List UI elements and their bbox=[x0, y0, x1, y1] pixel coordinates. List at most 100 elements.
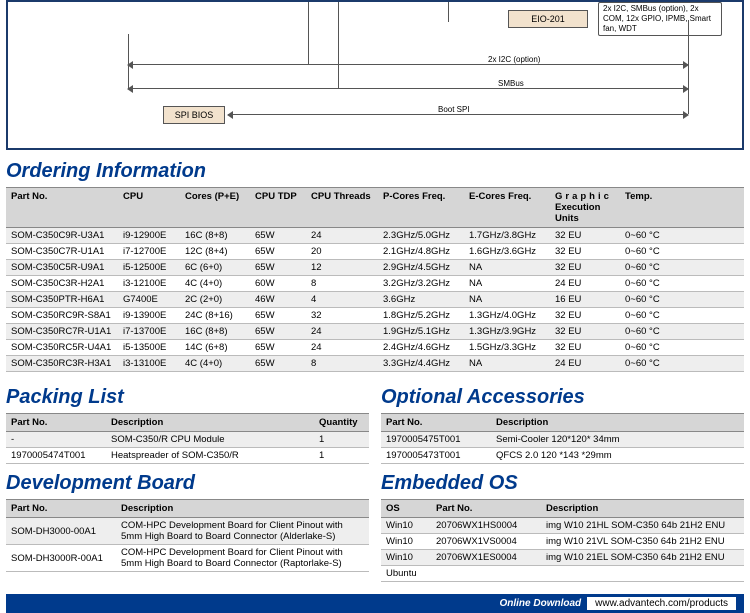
table-cell: G7400E bbox=[118, 292, 180, 308]
table-cell: SOM-C350C7R-U1A1 bbox=[6, 244, 118, 260]
table-cell bbox=[431, 566, 541, 582]
table-cell: NA bbox=[464, 356, 550, 372]
table-cell: i3-12100E bbox=[118, 276, 180, 292]
table-cell: SOM-C350RC9R-S8A1 bbox=[6, 308, 118, 324]
table-cell: 32 EU bbox=[550, 308, 620, 324]
table-cell: 1970005474T001 bbox=[6, 448, 106, 464]
table-row: 1970005474T001Heatspreader of SOM-C350/R… bbox=[6, 448, 369, 464]
riser-3 bbox=[448, 2, 449, 22]
table-cell: 2.4GHz/4.6GHz bbox=[378, 340, 464, 356]
table-cell: 20 bbox=[306, 244, 378, 260]
table-cell: 24 bbox=[306, 228, 378, 244]
col-ecore: E-Cores Freq. bbox=[464, 188, 550, 228]
footer-bar: Online Download www.advantech.com/produc… bbox=[6, 594, 744, 613]
table-row: SOM-C350RC9R-S8A1i9-13900E24C (8+16)65W3… bbox=[6, 308, 744, 324]
table-cell: 2.9GHz/4.5GHz bbox=[378, 260, 464, 276]
table-row: Win1020706WX1HS0004img W10 21HL SOM-C350… bbox=[381, 518, 744, 534]
table-cell: 1.5GHz/3.3GHz bbox=[464, 340, 550, 356]
table-cell: SOM-C350/R CPU Module bbox=[106, 432, 314, 448]
ordering-table: Part No. CPU Cores (P+E) CPU TDP CPU Thr… bbox=[6, 187, 744, 372]
table-row: Ubuntu bbox=[381, 566, 744, 582]
ordering-header-row: Part No. CPU Cores (P+E) CPU TDP CPU Thr… bbox=[6, 188, 744, 228]
table-cell: 0~60 °C bbox=[620, 228, 744, 244]
table-cell: SOM-DH3000R-00A1 bbox=[6, 545, 116, 572]
table-cell: 20706WX1ES0004 bbox=[431, 550, 541, 566]
table-cell: 24 bbox=[306, 324, 378, 340]
optional-heading: Optional Accessories bbox=[381, 386, 744, 409]
table-cell: 1.3GHz/4.0GHz bbox=[464, 308, 550, 324]
table-cell: 4 bbox=[306, 292, 378, 308]
devboard-table: Part No. Description SOM-DH3000-00A1COM-… bbox=[6, 499, 369, 572]
table-cell: SOM-C350PTR-H6A1 bbox=[6, 292, 118, 308]
table-cell: 65W bbox=[250, 324, 306, 340]
table-cell: i5-12500E bbox=[118, 260, 180, 276]
table-cell: 1.6GHz/3.6GHz bbox=[464, 244, 550, 260]
table-row: SOM-DH3000R-00A1COM-HPC Development Boar… bbox=[6, 545, 369, 572]
table-cell: 32 bbox=[306, 308, 378, 324]
note-box: 2x I2C, SMBus (option), 2x COM, 12x GPIO… bbox=[598, 2, 722, 36]
table-cell: 8 bbox=[306, 356, 378, 372]
packing-col-part: Part No. bbox=[6, 414, 106, 432]
table-cell: 0~60 °C bbox=[620, 308, 744, 324]
table-row: SOM-DH3000-00A1COM-HPC Development Board… bbox=[6, 518, 369, 545]
table-cell: NA bbox=[464, 276, 550, 292]
riser-4 bbox=[128, 34, 129, 88]
table-row: Win1020706WX1ES0004img W10 21EL SOM-C350… bbox=[381, 550, 744, 566]
table-row: -SOM-C350/R CPU Module1 bbox=[6, 432, 369, 448]
embedded-table: OS Part No. Description Win1020706WX1HS0… bbox=[381, 499, 744, 582]
table-cell: 1.7GHz/3.8GHz bbox=[464, 228, 550, 244]
table-cell: 4C (4+0) bbox=[180, 276, 250, 292]
ordering-heading: Ordering Information bbox=[6, 160, 744, 183]
table-cell: Win10 bbox=[381, 534, 431, 550]
col-temp: Temp. bbox=[620, 188, 744, 228]
table-cell: 65W bbox=[250, 244, 306, 260]
table-cell: 16 EU bbox=[550, 292, 620, 308]
riser-5 bbox=[688, 20, 689, 114]
table-cell: 0~60 °C bbox=[620, 292, 744, 308]
table-cell: 65W bbox=[250, 308, 306, 324]
embedded-col-desc: Description bbox=[541, 500, 744, 518]
table-cell: 1970005473T001 bbox=[381, 448, 491, 464]
table-cell: 1.3GHz/3.9GHz bbox=[464, 324, 550, 340]
table-row: SOM-C350C9R-U3A1i9-12900E16C (8+8)65W242… bbox=[6, 228, 744, 244]
table-cell: 24C (8+16) bbox=[180, 308, 250, 324]
optional-table: Part No. Description 1970005475T001Semi-… bbox=[381, 413, 744, 464]
table-cell: 0~60 °C bbox=[620, 244, 744, 260]
table-cell: 2.1GHz/4.8GHz bbox=[378, 244, 464, 260]
table-cell: SOM-C350RC5R-U4A1 bbox=[6, 340, 118, 356]
riser-1 bbox=[308, 2, 309, 64]
footer-url[interactable]: www.advantech.com/products bbox=[587, 597, 736, 610]
col-cores: Cores (P+E) bbox=[180, 188, 250, 228]
table-row: 1970005473T001QFCS 2.0 120 *143 *29mm bbox=[381, 448, 744, 464]
table-row: 1970005475T001Semi-Cooler 120*120* 34mm bbox=[381, 432, 744, 448]
table-cell: 6C (6+0) bbox=[180, 260, 250, 276]
table-cell: NA bbox=[464, 292, 550, 308]
bus-bootspi-line bbox=[228, 114, 688, 115]
table-cell: 32 EU bbox=[550, 228, 620, 244]
table-cell: 3.3GHz/4.4GHz bbox=[378, 356, 464, 372]
table-cell: - bbox=[6, 432, 106, 448]
table-row: SOM-C350RC3R-H3A1i3-13100E4C (4+0)65W83.… bbox=[6, 356, 744, 372]
table-cell: i7-13700E bbox=[118, 324, 180, 340]
table-cell: 65W bbox=[250, 260, 306, 276]
table-cell: SOM-C350C9R-U3A1 bbox=[6, 228, 118, 244]
packing-heading: Packing List bbox=[6, 386, 369, 409]
table-row: SOM-C350C7R-U1A1i7-12700E12C (8+4)65W202… bbox=[6, 244, 744, 260]
table-cell: 3.6GHz bbox=[378, 292, 464, 308]
col-cpu: CPU bbox=[118, 188, 180, 228]
table-cell: 12 bbox=[306, 260, 378, 276]
optional-col-part: Part No. bbox=[381, 414, 491, 432]
table-cell: 1 bbox=[314, 448, 369, 464]
table-cell: 0~60 °C bbox=[620, 340, 744, 356]
table-cell: 12C (8+4) bbox=[180, 244, 250, 260]
packing-col-desc: Description bbox=[106, 414, 314, 432]
col-gpu: GraphicExecution Units bbox=[550, 188, 620, 228]
footer-label: Online Download bbox=[499, 598, 581, 609]
table-cell: 1.8GHz/5.2GHz bbox=[378, 308, 464, 324]
table-cell: 60W bbox=[250, 276, 306, 292]
table-cell: Semi-Cooler 120*120* 34mm bbox=[491, 432, 744, 448]
table-cell: 24 EU bbox=[550, 356, 620, 372]
table-cell: 0~60 °C bbox=[620, 356, 744, 372]
eio-box: EIO-201 bbox=[508, 10, 588, 28]
table-cell: SOM-C350C3R-H2A1 bbox=[6, 276, 118, 292]
